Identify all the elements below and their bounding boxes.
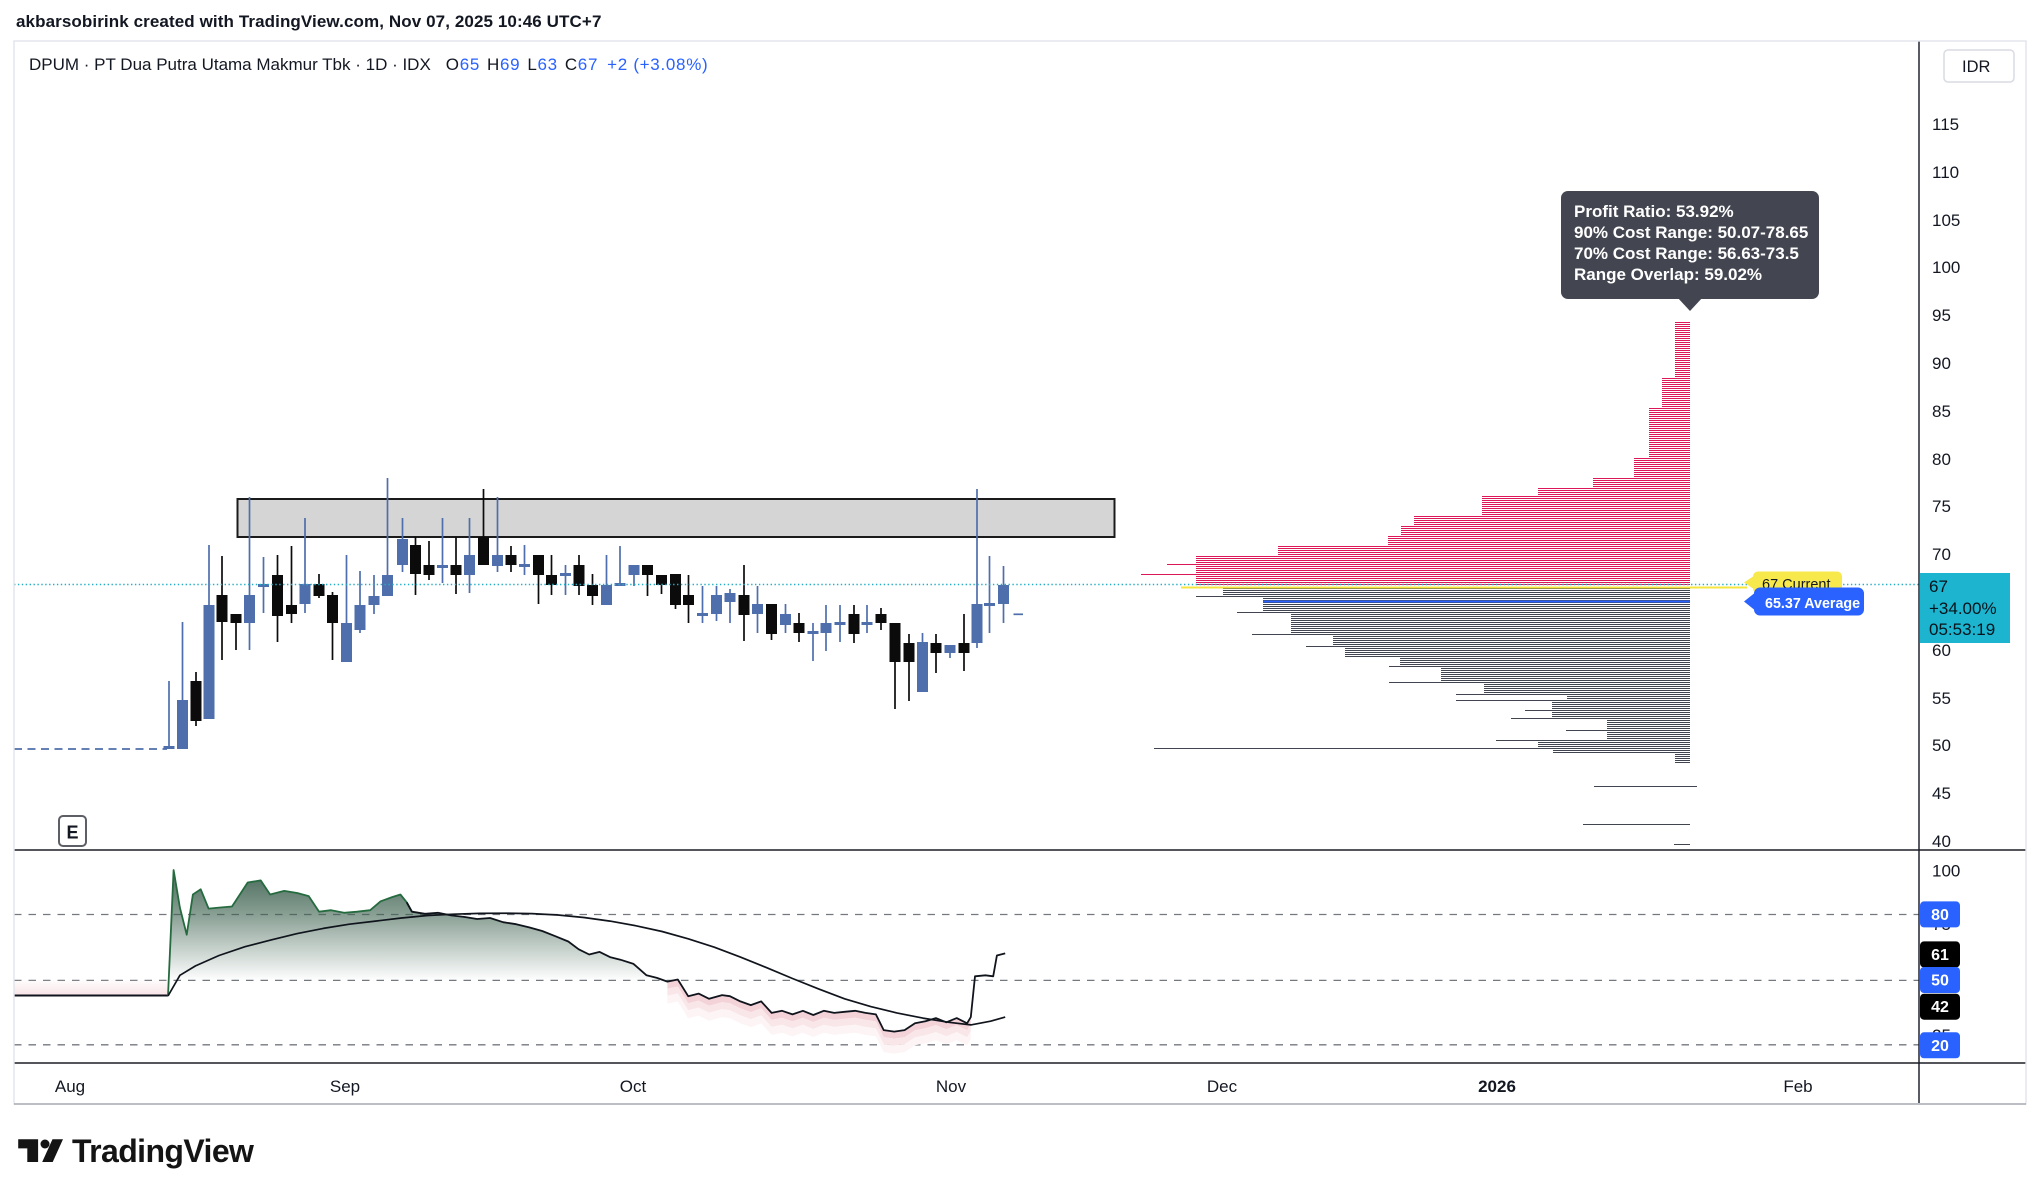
svg-text:Feb: Feb: [1783, 1077, 1812, 1096]
svg-text:70% Cost Range: 56.63-73.5: 70% Cost Range: 56.63-73.5: [1574, 244, 1799, 263]
svg-text:95: 95: [1932, 306, 1951, 325]
svg-text:85: 85: [1932, 402, 1951, 421]
svg-text:E: E: [66, 823, 78, 843]
svg-text:2026: 2026: [1478, 1077, 1516, 1096]
svg-text:60: 60: [1932, 641, 1951, 660]
svg-text:55: 55: [1932, 689, 1951, 708]
svg-text:Nov: Nov: [936, 1077, 967, 1096]
svg-text:100: 100: [1932, 862, 1960, 881]
svg-text:TradingView: TradingView: [72, 1133, 254, 1169]
svg-text:70: 70: [1932, 545, 1951, 564]
svg-text:110: 110: [1932, 163, 1959, 182]
svg-text:115: 115: [1932, 115, 1959, 134]
svg-text:50: 50: [1931, 973, 1949, 990]
svg-text:IDR: IDR: [1962, 58, 1991, 76]
svg-text:80: 80: [1931, 907, 1949, 924]
svg-text:Dec: Dec: [1207, 1077, 1238, 1096]
svg-text:67: 67: [1929, 577, 1948, 596]
svg-text:90: 90: [1932, 354, 1951, 373]
svg-text:Profit Ratio: 53.92%: Profit Ratio: 53.92%: [1574, 202, 1734, 221]
svg-text:100: 100: [1932, 258, 1960, 277]
svg-text:Sep: Sep: [330, 1077, 360, 1096]
svg-text:80: 80: [1932, 450, 1951, 469]
svg-text:50: 50: [1932, 736, 1951, 755]
svg-text:05:53:19: 05:53:19: [1929, 620, 1995, 639]
svg-text:105: 105: [1932, 211, 1960, 230]
svg-text:40: 40: [1932, 832, 1951, 851]
svg-text:Oct: Oct: [620, 1077, 647, 1096]
svg-text:Aug: Aug: [55, 1077, 85, 1096]
svg-text:20: 20: [1931, 1038, 1949, 1055]
svg-text:45: 45: [1932, 784, 1951, 803]
svg-text:Range Overlap: 59.02%: Range Overlap: 59.02%: [1574, 265, 1762, 284]
svg-text:61: 61: [1931, 947, 1949, 964]
svg-text:75: 75: [1932, 497, 1951, 516]
svg-text:90% Cost Range: 50.07-78.65: 90% Cost Range: 50.07-78.65: [1574, 223, 1808, 242]
svg-text:65.37 Average: 65.37 Average: [1765, 596, 1860, 612]
svg-text:42: 42: [1931, 999, 1949, 1016]
svg-text:+34.00%: +34.00%: [1929, 599, 1997, 618]
